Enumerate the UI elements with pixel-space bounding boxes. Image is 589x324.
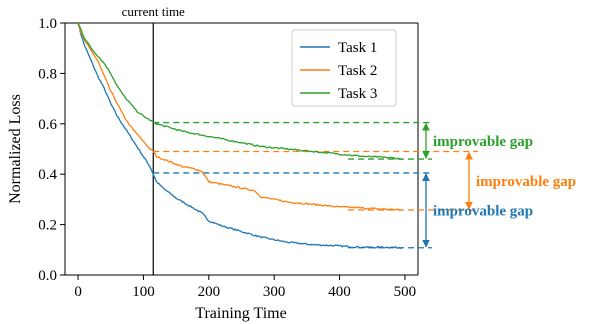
- x-tick-label-300: 300: [263, 284, 286, 300]
- gap-arrows: improvable gap improvable gap improvable g…: [422, 122, 576, 248]
- x-tick-label-100: 100: [132, 284, 155, 300]
- y-tick-label-0-8: 0.8: [38, 66, 57, 82]
- legend-label-task-3: Task 3: [338, 86, 377, 102]
- x-tick-label-0: 0: [74, 284, 82, 300]
- series-line-task-2: [77, 23, 402, 211]
- legend-box: [291, 29, 397, 107]
- y-ticks: 0.0 0.2 0.4 0.6 0.8 1.0: [38, 16, 65, 284]
- x-ticks: 0 100 200 300 400 500: [74, 275, 416, 300]
- y-tick-label-1-0: 1.0: [38, 16, 57, 32]
- series-line-task-1: [77, 23, 402, 250]
- x-tick-label-500: 500: [394, 284, 417, 300]
- gap-2-label: improvable gap: [476, 174, 576, 190]
- gap-3-label: improvable gap: [433, 203, 533, 219]
- y-tick-label-0-0: 0.0: [38, 268, 57, 284]
- y-axis-label: Normalized Loss: [7, 94, 24, 204]
- series-line-task-3: [77, 22, 402, 161]
- series-lines: [77, 22, 402, 250]
- x-tick-label-400: 400: [328, 284, 351, 300]
- current-time-label: current time: [122, 4, 185, 19]
- legend-label-task-2: Task 2: [338, 63, 377, 79]
- plot-frame: [64, 22, 419, 276]
- y-tick-label-0-6: 0.6: [38, 117, 57, 133]
- legend-label-task-1: Task 1: [338, 40, 377, 56]
- gap-guides: [153, 121, 478, 249]
- legend: Task 1 Task 2 Task 3: [291, 29, 397, 107]
- x-tick-label-200: 200: [198, 284, 221, 300]
- y-tick-label-0-4: 0.4: [38, 167, 57, 183]
- y-tick-label-0-2: 0.2: [38, 218, 57, 234]
- gap-1-label: improvable gap: [433, 134, 533, 150]
- x-axis-label: Training Time: [195, 305, 286, 322]
